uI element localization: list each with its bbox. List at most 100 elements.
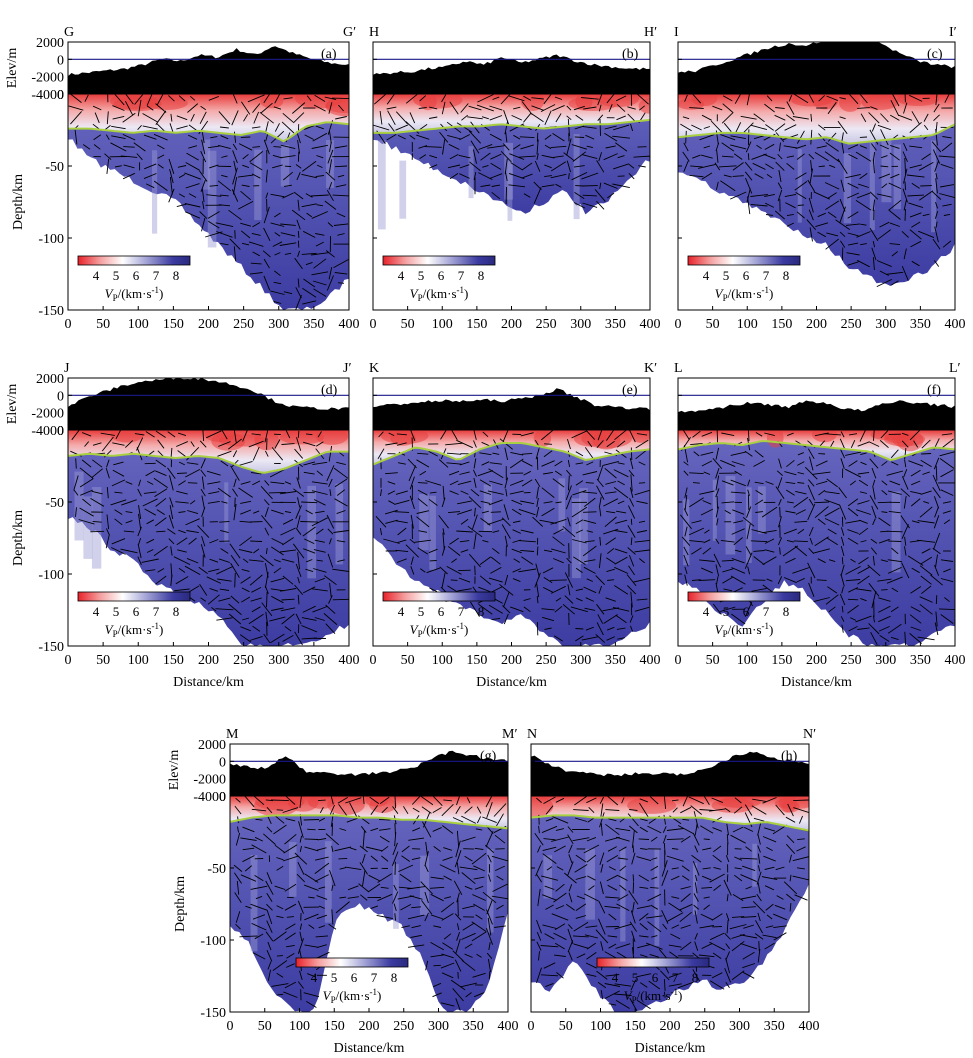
anisotropy-bar — [306, 1001, 317, 1008]
anisotropy-bar — [629, 921, 637, 932]
anisotropy-bar — [600, 863, 604, 873]
anisotropy-bar — [266, 950, 273, 962]
anisotropy-bar — [487, 917, 492, 936]
anisotropy-bar — [904, 209, 906, 221]
anisotropy-bar — [661, 910, 669, 924]
anisotropy-bar — [304, 134, 314, 140]
anisotropy-bar — [79, 467, 94, 479]
anisotropy-bar — [441, 101, 446, 115]
anisotropy-bar — [513, 558, 521, 563]
low-velocity-patch — [287, 796, 319, 812]
anisotropy-bar — [481, 441, 490, 447]
anisotropy-bar — [379, 796, 390, 804]
anisotropy-bar — [521, 479, 533, 487]
anisotropy-bar — [584, 934, 599, 939]
anisotropy-bar — [168, 95, 175, 102]
anisotropy-bar — [450, 579, 458, 581]
anisotropy-bar — [731, 940, 745, 952]
anisotropy-bar — [586, 461, 594, 466]
anisotropy-bar — [265, 192, 269, 199]
anisotropy-bar — [775, 486, 785, 500]
anisotropy-bar — [785, 481, 796, 485]
anisotropy-bar — [315, 935, 329, 938]
anisotropy-bar — [311, 490, 328, 495]
anisotropy-bar — [778, 458, 782, 469]
anisotropy-bar — [106, 514, 110, 530]
anisotropy-bar — [544, 443, 553, 445]
anisotropy-bar — [474, 565, 476, 576]
anisotropy-bar — [910, 469, 921, 477]
anisotropy-bar — [680, 123, 692, 132]
anisotropy-bar — [411, 906, 422, 909]
anisotropy-bar — [817, 212, 826, 218]
anisotropy-bar — [296, 477, 301, 489]
anisotropy-bar — [795, 509, 806, 515]
anisotropy-bar — [217, 578, 232, 582]
distance-tick-label: 200 — [806, 317, 827, 332]
anisotropy-bar — [702, 547, 712, 555]
anisotropy-bar — [683, 160, 689, 172]
anisotropy-bar — [606, 874, 619, 882]
anisotropy-bar — [616, 115, 626, 121]
anisotropy-bar — [136, 153, 143, 161]
anisotropy-bar — [606, 510, 616, 514]
anisotropy-bar — [879, 635, 890, 642]
anisotropy-bar — [200, 151, 207, 163]
anisotropy-bar — [582, 471, 598, 476]
anisotropy-bar — [326, 514, 335, 529]
anisotropy-bar — [263, 227, 271, 242]
anisotropy-bar — [581, 172, 599, 180]
anisotropy-bar — [377, 448, 385, 460]
anisotropy-bar — [730, 479, 746, 487]
anisotropy-bar — [504, 574, 509, 586]
anisotropy-bar — [144, 508, 157, 516]
anisotropy-bar — [188, 537, 197, 545]
anisotropy-bar — [397, 462, 406, 465]
anisotropy-bar — [294, 448, 304, 459]
anisotropy-bar — [773, 932, 787, 941]
anisotropy-bar — [631, 852, 636, 865]
anisotropy-bar — [712, 105, 723, 111]
anisotropy-bar — [754, 449, 764, 458]
anisotropy-bar — [369, 796, 380, 804]
anisotropy-bar — [901, 432, 909, 436]
anisotropy-bar — [459, 866, 478, 871]
anisotropy-bar — [903, 199, 907, 211]
anisotropy-bar — [935, 595, 938, 605]
anisotropy-bar — [607, 192, 615, 199]
anisotropy-bar — [839, 97, 846, 100]
anisotropy-bar — [575, 854, 587, 863]
anisotropy-bar — [178, 511, 186, 513]
anisotropy-bar — [424, 864, 429, 873]
anisotropy-bar — [211, 607, 217, 612]
distance-tick-label: 300 — [875, 317, 896, 332]
anisotropy-bar — [615, 1000, 630, 1009]
anisotropy-bar — [859, 145, 868, 149]
anisotropy-bar — [847, 232, 859, 237]
anisotropy-bar — [316, 164, 323, 169]
anisotropy-bar — [935, 465, 938, 481]
anisotropy-bar — [424, 891, 429, 904]
anisotropy-bar — [217, 450, 232, 457]
anisotropy-bar — [840, 536, 845, 546]
anisotropy-bar — [444, 896, 452, 899]
anisotropy-bar — [786, 459, 795, 468]
anisotropy-bar — [267, 961, 272, 970]
anisotropy-bar — [776, 895, 784, 900]
anisotropy-bar — [672, 807, 678, 813]
anisotropy-bar — [703, 838, 710, 840]
anisotropy-bar — [479, 479, 492, 487]
anisotropy-bar — [265, 931, 274, 942]
anisotropy-bar — [599, 182, 602, 189]
anisotropy-bar — [265, 133, 269, 142]
anisotropy-bar — [323, 613, 338, 625]
anisotropy-bar — [732, 175, 744, 177]
anisotropy-bar — [704, 529, 710, 534]
anisotropy-bar — [845, 579, 861, 582]
anisotropy-bar — [273, 559, 281, 563]
anisotropy-bar — [115, 430, 122, 440]
anisotropy-bar — [734, 797, 742, 804]
anisotropy-bar — [586, 797, 597, 804]
anisotropy-bar — [520, 500, 535, 505]
anisotropy-bar — [847, 144, 859, 150]
